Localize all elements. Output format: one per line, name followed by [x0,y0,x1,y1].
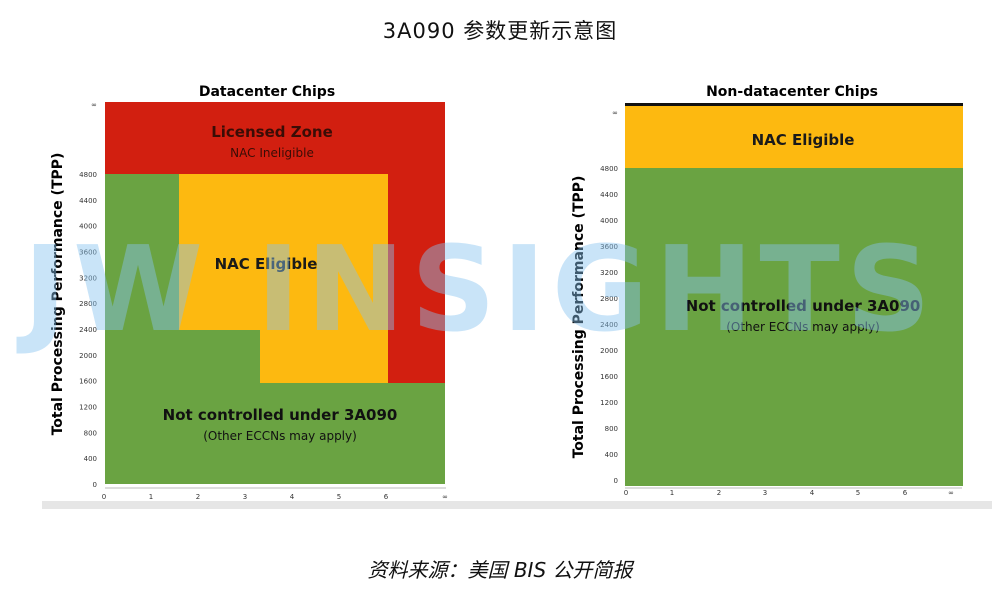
zone-label-licensed: Licensed Zone [211,123,333,141]
y-tick-label: 3600 [600,243,618,251]
x-ticks-datacenter: 0 1 2 3 4 5 6 ∞ [102,493,448,501]
x-tick-label: 1 [670,489,674,497]
x-tick-label: 3 [243,493,247,501]
y-tick-label: 1600 [79,378,97,386]
y-tick-label: 0 [614,477,618,485]
y-tick-label: 3200 [79,274,97,282]
zone-sublabel-licensed: NAC Ineligible [230,146,314,160]
chart-non-datacenter: Non-datacenter Chips NAC Eligible Not co… [571,84,963,497]
y-tick-label: 2000 [600,347,618,355]
y-tick-label: 4000 [79,223,97,231]
x-tick-label: 0 [102,493,106,501]
chart-title-datacenter: Datacenter Chips [199,84,335,100]
y-tick-label: 2800 [79,300,97,308]
source-caption: 资料来源：美国 BIS 公开简报 [367,558,633,582]
zone-not-controlled-non-datacenter [625,168,963,486]
y-tick-label: 4400 [79,197,97,205]
x-tick-label: 2 [717,489,721,497]
y-tick-label: 4800 [600,165,618,173]
y-tick-label: 1200 [79,404,97,412]
y-tick-label: ∞ [91,101,97,109]
y-tick-label: 4400 [600,191,618,199]
x-tick-label: 5 [856,489,860,497]
x-tick-label: 6 [384,493,389,501]
page-title: 3A090 参数更新示意图 [382,19,618,43]
x-tick-label: 3 [763,489,767,497]
y-tick-label: 0 [93,481,97,489]
watermark: JW INSIGHTS [16,220,937,358]
zone-sublabel-notcontrolled-non-datacenter: (Other ECCNs may apply) [726,320,880,334]
zone-label-nac-datacenter: NAC Eligible [215,255,318,273]
x-tick-label: 2 [196,493,200,501]
x-tick-label: 1 [149,493,153,501]
y-ticks-non-datacenter: 0 400 800 1200 1600 2000 2400 2800 3200 3600 4000 4… [600,109,618,485]
y-axis-label-non-datacenter: Total Processing Performance (TPP) [571,176,587,459]
x-tick-label: ∞ [948,489,954,497]
y-tick-label: 3200 [600,269,618,277]
y-tick-label: 4800 [79,171,97,179]
zone-label-nac-non-datacenter: NAC Eligible [752,131,855,149]
x-ticks-non-datacenter: 0 1 2 3 4 5 6 ∞ [624,489,954,497]
x-tick-label: 0 [624,489,628,497]
zone-nac-eligible-datacenter [179,174,388,383]
y-tick-label: 2400 [600,321,618,329]
x-tick-label: 4 [290,493,295,501]
y-tick-label: 400 [84,455,97,463]
y-tick-label: 2400 [79,326,97,334]
figure-bottom-strip [42,501,992,509]
y-tick-label: 400 [605,451,618,459]
y-tick-label: 2000 [79,352,97,360]
y-tick-label: 3600 [79,249,97,257]
y-ticks-datacenter: 0 400 800 1200 1600 2000 2400 2800 3200 3600 4000 4… [79,101,97,489]
x-tick-label: 5 [337,493,341,501]
x-tick-label: ∞ [442,493,448,501]
zone-label-notcontrolled-non-datacenter: Not controlled under 3A090 [686,297,921,315]
zone-not-controlled-datacenter [105,174,445,484]
y-tick-label: 2800 [600,295,618,303]
y-tick-label: 800 [605,425,618,433]
chart-datacenter: Datacenter Chips Licensed Zone NAC Ineli… [50,84,448,501]
chart-title-non-datacenter: Non-datacenter Chips [706,84,878,100]
zone-sublabel-notcontrolled-datacenter: (Other ECCNs may apply) [203,429,357,443]
y-tick-label: ∞ [612,109,618,117]
x-tick-label: 4 [810,489,815,497]
zone-label-notcontrolled-datacenter: Not controlled under 3A090 [163,406,398,424]
y-tick-label: 800 [84,429,97,437]
x-tick-label: 6 [903,489,908,497]
zone-nac-eligible-non-datacenter [625,106,963,168]
zone-top-border [625,103,963,106]
y-tick-label: 1600 [600,373,618,381]
y-tick-label: 4000 [600,217,618,225]
y-tick-label: 1200 [600,399,618,407]
y-axis-label-datacenter: Total Processing Performance (TPP) [50,153,66,436]
